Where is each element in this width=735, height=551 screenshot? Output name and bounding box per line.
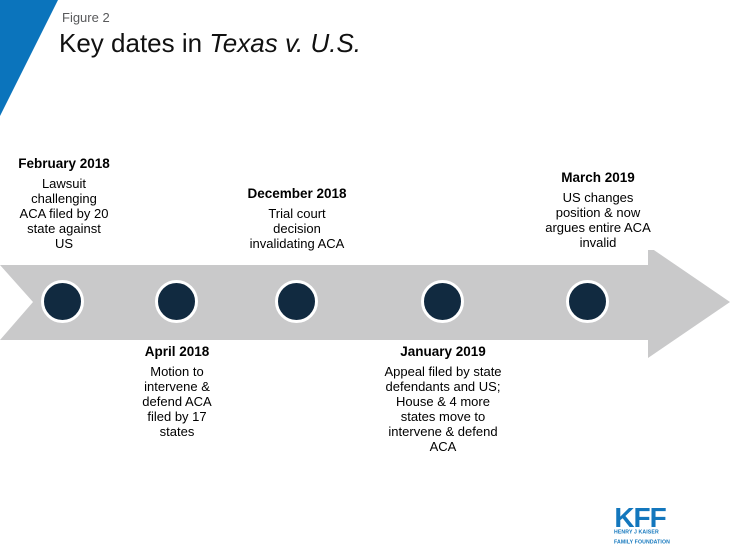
event-description: US changes position & now argues entire …	[545, 190, 651, 250]
event-date: April 2018	[144, 344, 210, 359]
kff-logo: KFF HENRY J KAISER FAMILY FOUNDATION	[614, 502, 722, 550]
timeline-dot-april-2018	[155, 280, 198, 323]
timeline-arrow	[0, 246, 730, 358]
event-date: January 2019	[400, 344, 486, 359]
timeline-event-february-2018: February 2018 Lawsuit challenging ACA fi…	[8, 156, 120, 251]
timeline-dot-january-2019	[421, 280, 464, 323]
timeline-dot-december-2018	[275, 280, 318, 323]
event-date: February 2018	[18, 156, 110, 171]
figure-label: Figure 2	[62, 10, 110, 25]
event-description: Appeal filed by state defendants and US;…	[384, 364, 502, 454]
corner-accent-triangle	[0, 0, 58, 116]
event-description: Motion to intervene & defend ACA filed b…	[142, 364, 212, 439]
timeline-event-march-2019: March 2019 US changes position & now arg…	[533, 170, 663, 250]
kff-logo-text: KFF	[614, 502, 666, 533]
timeline-event-april-2018: April 2018 Motion to intervene & defend …	[129, 344, 225, 439]
timeline-event-january-2019: January 2019 Appeal filed by state defen…	[378, 344, 508, 454]
title-prefix: Key dates in	[59, 28, 210, 58]
event-description: Lawsuit challenging ACA filed by 20 stat…	[19, 176, 109, 251]
event-date: March 2019	[561, 170, 635, 185]
title-case-name: Texas v. U.S.	[209, 28, 362, 58]
event-description: Trial court decision invalidating ACA	[249, 206, 345, 251]
page-title: Key dates in Texas v. U.S.	[59, 28, 361, 59]
kff-logo-tagline-line2: FAMILY FOUNDATION	[614, 539, 671, 546]
kff-logo-tagline-line1: HENRY J KAISER	[614, 529, 660, 536]
event-date: December 2018	[247, 186, 347, 201]
timeline-dot-march-2019	[566, 280, 609, 323]
timeline-dot-february-2018	[41, 280, 84, 323]
timeline-event-december-2018: December 2018 Trial court decision inval…	[237, 186, 357, 251]
